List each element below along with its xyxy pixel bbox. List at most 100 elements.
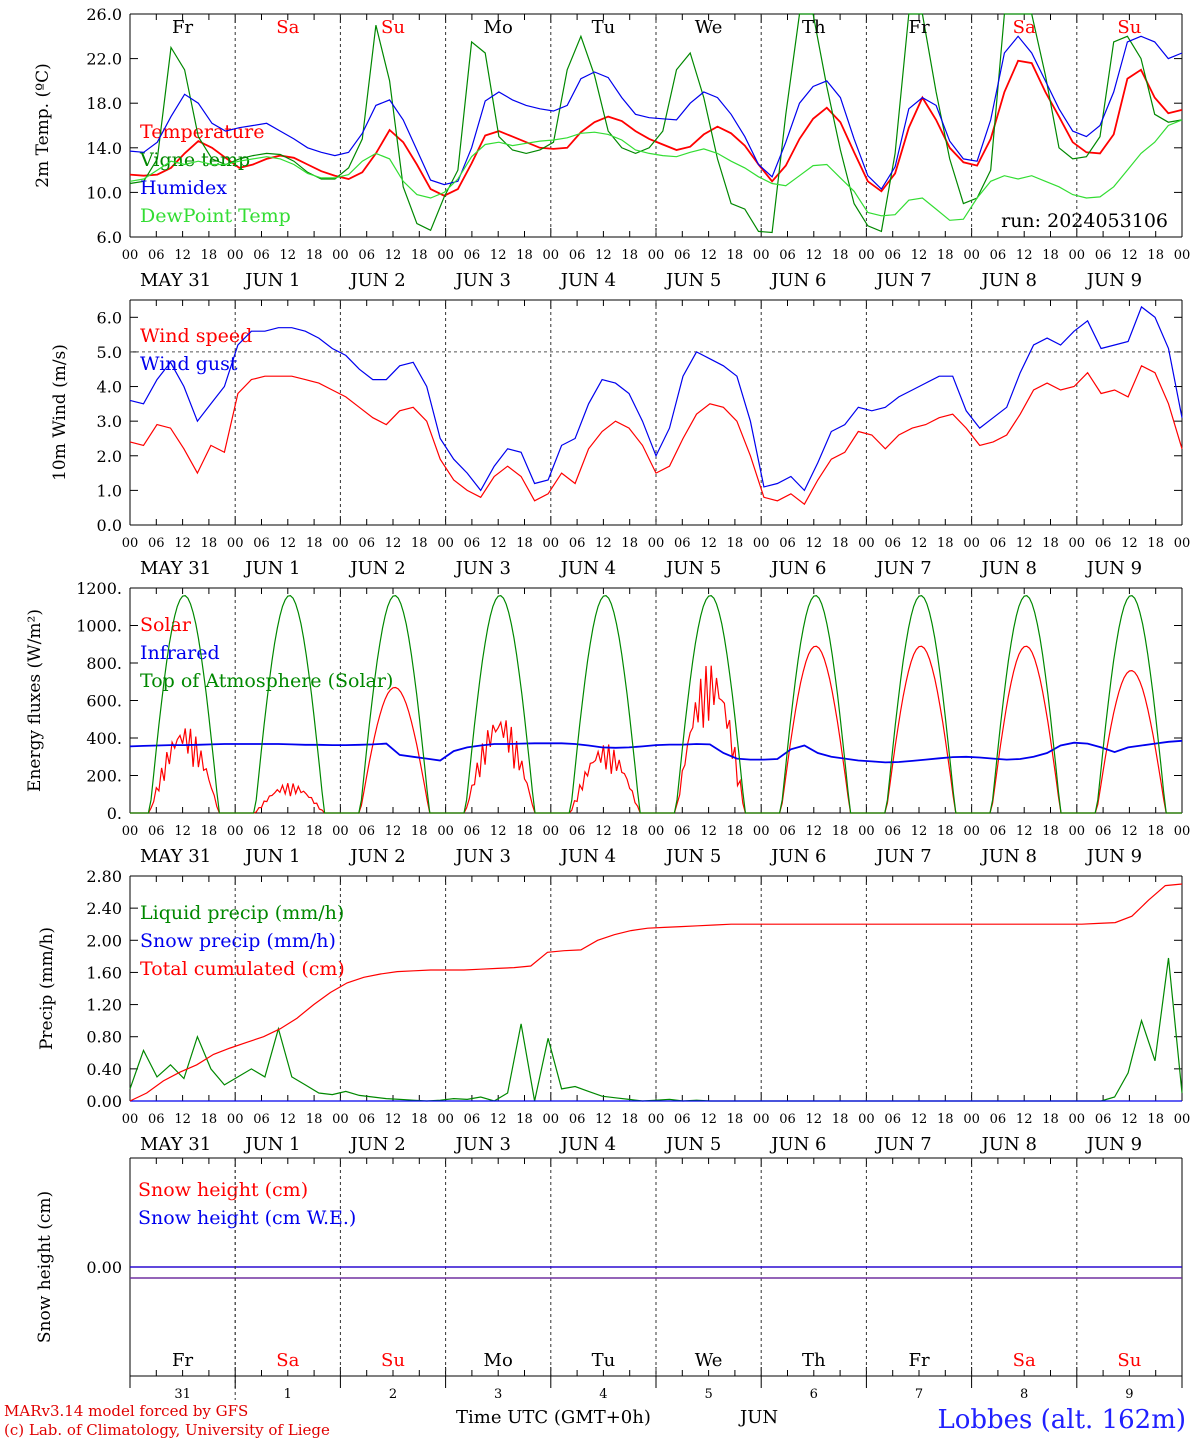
y-tick-label: 400. — [86, 729, 122, 748]
hour-label: 12 — [280, 1112, 297, 1127]
hour-label: 18 — [306, 824, 323, 839]
date-label: JUN 1 — [243, 270, 300, 291]
hour-label: 18 — [1042, 536, 1059, 551]
y-tick-label: 2.00 — [86, 931, 122, 950]
legend-label: Total cumulated (cm) — [140, 958, 345, 980]
hour-label-final: 00 — [1174, 536, 1191, 551]
hour-label: 06 — [884, 536, 901, 551]
hour-label: 00 — [963, 248, 980, 263]
day-number: 9 — [1125, 1387, 1133, 1402]
hour-label: 00 — [648, 824, 665, 839]
hour-label: 06 — [569, 536, 586, 551]
hour-label: 12 — [174, 248, 191, 263]
series-line — [129, 35, 1183, 191]
y-tick-label: 6.0 — [97, 308, 122, 327]
hour-label: 00 — [122, 536, 139, 551]
hour-label: 18 — [621, 824, 638, 839]
y-tick-label: 600. — [86, 692, 122, 711]
panel-2: 0.0 1.0 2.0 3.0 4.0 5.0 6.0 10m Wind (m/s) 00 06 1… — [50, 299, 1191, 579]
top-day-name: Su — [381, 17, 405, 38]
hour-label: 18 — [1147, 1112, 1164, 1127]
hour-label: 00 — [543, 1112, 560, 1127]
legend-label: Infrared — [140, 642, 220, 664]
hour-label: 18 — [937, 536, 954, 551]
hour-label: 00 — [227, 1112, 244, 1127]
run-annotation: run: 2024053106 — [1001, 210, 1168, 232]
top-day-name: Fr — [172, 17, 193, 38]
y-tick-label: 1.60 — [86, 963, 122, 982]
date-label: JUN 6 — [769, 270, 826, 291]
day-number: 3 — [494, 1387, 502, 1402]
date-label: JUN 7 — [874, 270, 931, 291]
hour-label: 06 — [1095, 536, 1112, 551]
date-label: JUN 1 — [243, 846, 300, 867]
hour-label: 06 — [253, 824, 270, 839]
hour-label: 18 — [621, 1112, 638, 1127]
y-tick-label: 1200. — [76, 579, 122, 598]
hour-label: 12 — [911, 248, 928, 263]
hour-label: 06 — [253, 248, 270, 263]
hour-label: 00 — [1069, 824, 1086, 839]
hour-label: 12 — [911, 1112, 928, 1127]
y-tick-label: 0.80 — [86, 1028, 122, 1047]
hour-label: 12 — [700, 536, 717, 551]
date-label: JUN 4 — [559, 846, 616, 867]
x-axis-title: Time UTC (GMT+0h) — [456, 1407, 651, 1428]
bottom-day-name: Sa — [1013, 1350, 1036, 1371]
hour-label: 00 — [122, 824, 139, 839]
y-tick-label: 0.0 — [97, 516, 122, 535]
hour-label: 18 — [306, 248, 323, 263]
hour-label: 06 — [464, 536, 481, 551]
y-axis-title: Precip (mm/h) — [37, 927, 57, 1050]
legend-label: Snow height (cm) — [138, 1179, 308, 1201]
date-label: JUN 2 — [348, 270, 405, 291]
top-day-name: Fr — [908, 17, 929, 38]
hour-label: 18 — [937, 1112, 954, 1127]
hour-label: 18 — [1147, 536, 1164, 551]
y-tick-label: 1.0 — [97, 481, 122, 500]
hour-label: 00 — [227, 824, 244, 839]
y-tick-label: 0.00 — [86, 1092, 122, 1111]
hour-label: 12 — [280, 248, 297, 263]
date-label: JUN 4 — [559, 270, 616, 291]
top-day-name: Sa — [1013, 17, 1036, 38]
hour-label: 06 — [464, 824, 481, 839]
hour-label: 00 — [543, 248, 560, 263]
hour-label: 06 — [990, 248, 1007, 263]
legend-label: Temperature — [140, 121, 264, 143]
hour-label: 18 — [621, 248, 638, 263]
hour-label: 18 — [201, 824, 218, 839]
hour-label: 18 — [516, 824, 533, 839]
hour-label: 12 — [806, 1112, 823, 1127]
hour-label: 00 — [753, 824, 770, 839]
bottom-day-name: Su — [1117, 1350, 1141, 1371]
hour-label: 12 — [595, 536, 612, 551]
hour-label: 18 — [832, 248, 849, 263]
hour-label: 18 — [516, 248, 533, 263]
date-label: MAY 31 — [140, 558, 211, 579]
day-number: 1 — [284, 1387, 292, 1402]
hour-label: 00 — [858, 536, 875, 551]
station-name: Lobbes (alt. 162m) — [937, 1405, 1186, 1435]
hour-label: 12 — [700, 248, 717, 263]
legend-label: Wind speed — [140, 325, 252, 347]
day-number: 8 — [1020, 1387, 1028, 1402]
bottom-day-name: Tu — [592, 1350, 616, 1371]
series-line — [129, 883, 1183, 1102]
hour-label: 06 — [990, 536, 1007, 551]
hour-label-final: 00 — [1174, 248, 1191, 263]
hour-label: 12 — [806, 536, 823, 551]
date-label: JUN 5 — [664, 1134, 721, 1155]
month-label: JUN — [738, 1407, 778, 1428]
hour-label: 18 — [411, 536, 428, 551]
hour-label: 12 — [1121, 824, 1138, 839]
series-line — [129, 364, 1183, 506]
hour-label: 06 — [148, 248, 165, 263]
hour-label: 12 — [1016, 536, 1033, 551]
hour-label: 06 — [253, 536, 270, 551]
hour-label: 18 — [1042, 1112, 1059, 1127]
y-tick-label: 2.80 — [86, 867, 122, 886]
top-day-name: Sa — [276, 17, 299, 38]
hour-label: 00 — [437, 248, 454, 263]
date-label: JUN 8 — [980, 846, 1037, 867]
